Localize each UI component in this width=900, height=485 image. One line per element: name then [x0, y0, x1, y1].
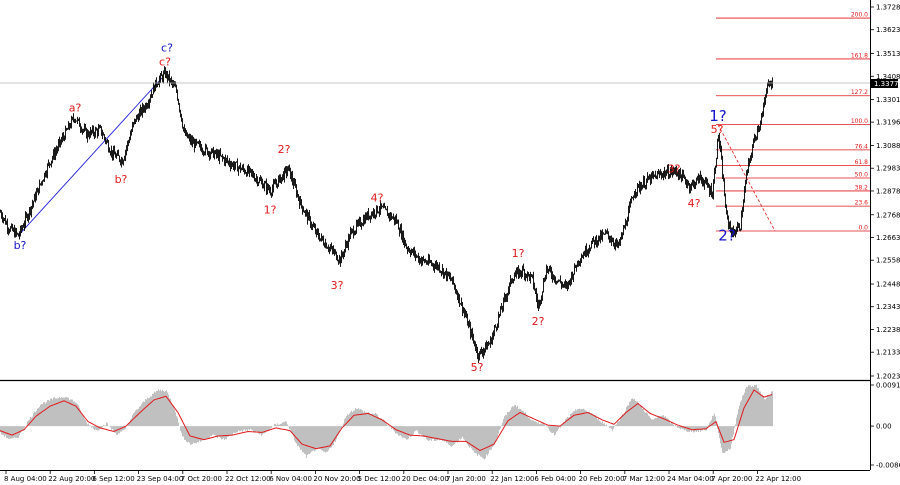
time-tick-label: 6 Feb 04:00 [534, 475, 575, 483]
wave-label: 5? [711, 123, 724, 136]
time-axis: 8 Aug 04:00 22 Aug 20:006 Sep 12:00 23 Sep… [0, 470, 870, 483]
wave-label: 3? [331, 279, 344, 292]
blue-trendline [17, 77, 163, 237]
price-tick-label: 1.3088 [876, 142, 900, 150]
time-tick-label: 20 Feb 20:00 [579, 475, 625, 483]
wave-label: c? [159, 55, 171, 68]
time-tick-label: 7 Oct 20:00 [181, 475, 222, 483]
price-tick-label: 1.3196 [876, 119, 900, 127]
wave-label: 1? [709, 107, 727, 125]
time-tick-label: 20 Nov 20:00 [313, 475, 360, 483]
oscillator-panel [0, 384, 773, 460]
wave-label: 4? [371, 192, 384, 205]
oscillator-series [0, 384, 773, 460]
time-tick-label: 8 Aug 04:00 [4, 475, 47, 483]
time-tick-label: 6 Sep 12:00 [92, 475, 134, 483]
price-series [0, 66, 773, 364]
price-tick-label: 1.2878 [876, 187, 900, 195]
fib-level-label: 100.0 [851, 118, 868, 125]
fib-level-label: 38.2 [855, 184, 869, 191]
fib-level-label: 61.8 [855, 159, 869, 166]
price-tick-label: 1.3408 [876, 73, 900, 81]
wave-label: 1? [264, 203, 277, 216]
fib-level-label: 50.0 [855, 171, 869, 178]
wave-label: 5? [471, 361, 484, 374]
wave-label: c? [161, 41, 173, 54]
price-tick-label: 1.3301 [876, 96, 900, 104]
price-tick-label: 1.2343 [876, 303, 900, 311]
fib-level-label: 76.4 [855, 143, 869, 150]
fib-level-label: 127.2 [851, 89, 868, 96]
oscillator-signal-line [0, 389, 773, 452]
price-tick-label: 1.2133 [876, 349, 900, 357]
fib-level-label: 161.8 [851, 52, 868, 59]
wave-label: a? [69, 102, 82, 115]
time-tick-label: 5 Dec 12:00 [358, 475, 401, 483]
time-tick-label: 23 Sep 04:00 [137, 475, 184, 483]
price-tick-label: 1.2663 [876, 234, 900, 242]
oscillator-tick-label: -0.00862 [876, 462, 900, 470]
price-tick-label: 1.3623 [876, 26, 900, 34]
time-tick-label: 22 Aug 20:00 [48, 475, 95, 483]
price-panel: 0.0 23.6 38.2 50.0 61.8 76.4 100.0 127.2 161.8 20… [0, 12, 870, 374]
oscillator-tick-label: 0.0091 [876, 382, 900, 390]
time-tick-label: 22 Jan 12:00 [490, 475, 534, 483]
wave-label: b? [115, 173, 128, 186]
oscillator-tick-label: 0.00 [876, 423, 892, 431]
wave-labels: a?c?b?2?1?3?4?5?1?2?3?4?5?c?b?1?2? [14, 41, 736, 374]
time-tick-label: 22 Apr 12:00 [755, 475, 801, 483]
price-tick-label: 1.2023 [876, 373, 900, 381]
time-tick-label: 7 Jan 20:00 [446, 475, 486, 483]
time-tick-label: 22 Oct 12:00 [225, 475, 271, 483]
price-tick-label: 1.2983 [876, 165, 900, 173]
price-tick-label: 1.2768 [876, 211, 900, 219]
price-tick-label: 1.2558 [876, 257, 900, 265]
oscillator-axis: 0.0091 0.00 -0.00862 [870, 382, 900, 470]
fib-level-label: 23.6 [855, 200, 869, 207]
time-tick-label: 6 Nov 04:00 [269, 475, 312, 483]
wave-label: 3? [668, 162, 681, 175]
fib-level-label: 0.0 [858, 224, 868, 231]
wave-label: 4? [688, 197, 701, 210]
price-tick-label: 1.3513 [876, 50, 900, 58]
time-tick-label: 24 Mar 04:00 [667, 475, 714, 483]
fib-level-label: 200.0 [851, 12, 868, 19]
current-price-badge [871, 79, 898, 88]
fibonacci-levels: 0.0 23.6 38.2 50.0 61.8 76.4 100.0 127.2 161.8 20… [716, 12, 870, 231]
price-axis: 1.3728 1.3623 1.3513 1.3408 1.3301 1.3196 1.30… [870, 0, 900, 470]
wave-label: 1? [512, 247, 525, 260]
wave-label: 2? [278, 143, 291, 156]
price-tick-label: 1.2238 [876, 326, 900, 334]
price-tick-label: 1.3728 [876, 4, 900, 12]
wave-label: 2? [532, 315, 545, 328]
current-price-label: 1.3377 [874, 80, 899, 88]
time-tick-label: 7 Apr 20:00 [711, 475, 752, 483]
wave-label: 2? [718, 227, 736, 245]
price-tick-label: 1.2448 [876, 281, 900, 289]
time-tick-label: 7 Mar 12:00 [623, 475, 665, 483]
time-tick-label: 20 Dec 04:00 [402, 475, 449, 483]
wave-label: b? [14, 239, 27, 252]
